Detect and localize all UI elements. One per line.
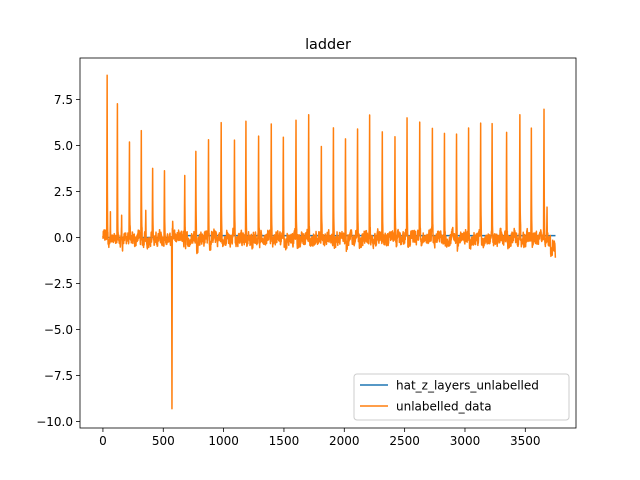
x-axis: 0 500 1000 1500 2000 2500 3000 3500	[99, 428, 541, 448]
legend-label-unlabelled-data: unlabelled_data	[396, 400, 492, 414]
x-tick-label: 500	[152, 434, 175, 448]
y-tick-label: −10.0	[36, 415, 73, 429]
x-tick-label: 1000	[208, 434, 239, 448]
x-tick-label: 2000	[329, 434, 360, 448]
legend-label-hat-z-layers-unlabelled: hat_z_layers_unlabelled	[396, 379, 539, 393]
y-axis: −10.0 −7.5 −5.0 −2.5 0.0 2.5 5.0 7.5	[36, 93, 80, 429]
y-tick-label: 0.0	[54, 231, 73, 245]
chart-title: ladder	[305, 37, 351, 53]
series-line-unlabelled-data	[102, 74, 557, 410]
y-tick-label: −2.5	[44, 277, 73, 291]
y-tick-label: −7.5	[44, 369, 73, 383]
x-tick-label: 3000	[450, 434, 481, 448]
axes-frame	[79, 57, 577, 429]
legend: hat_z_layers_unlabelled unlabelled_data	[353, 373, 570, 421]
y-tick-label: 2.5	[54, 185, 73, 199]
y-tick-label: −5.0	[44, 323, 73, 337]
plot-area	[102, 74, 557, 410]
x-tick-label: 0	[99, 434, 107, 448]
x-tick-label: 2500	[389, 434, 420, 448]
legend-box	[353, 373, 570, 421]
x-tick-label: 1500	[269, 434, 300, 448]
y-tick-label: 5.0	[54, 139, 73, 153]
y-tick-label: 7.5	[54, 93, 73, 107]
x-tick-label: 3500	[510, 434, 541, 448]
